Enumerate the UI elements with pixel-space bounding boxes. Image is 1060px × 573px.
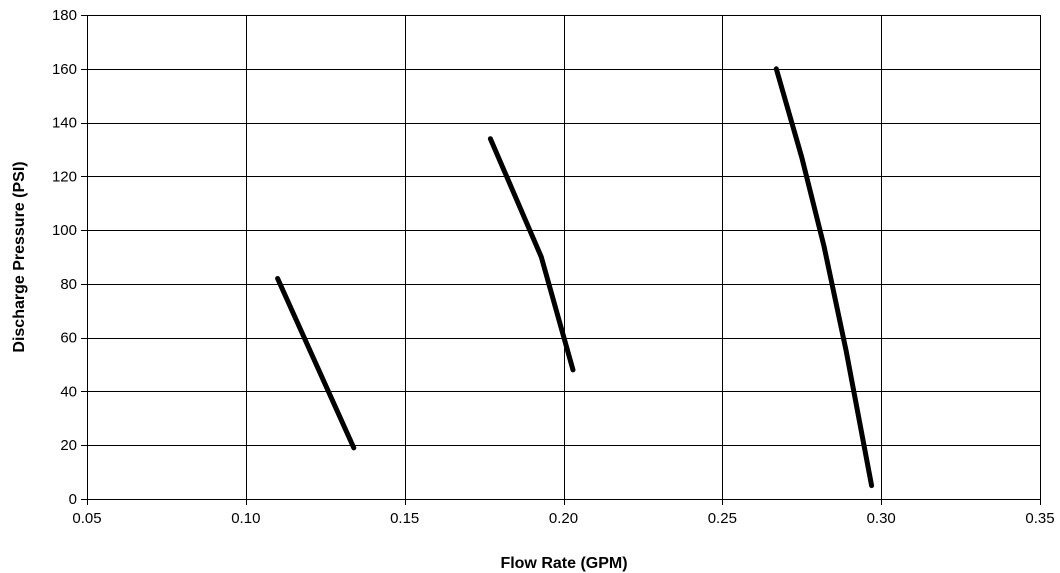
- y-tick-label: 160: [52, 61, 77, 78]
- x-tick-label: 0.10: [231, 510, 260, 527]
- x-tick-label: 0.05: [72, 510, 101, 527]
- x-tick-label: 0.20: [549, 510, 578, 527]
- x-axis-title: Flow Rate (GPM): [500, 555, 627, 572]
- y-tick-label: 0: [69, 491, 77, 508]
- axis-layer: [81, 15, 1041, 505]
- series-line-2: [487, 136, 576, 373]
- series-layer: [275, 66, 875, 489]
- label-layer: 0.05 0.10 0.15 0.20 0.25 0.30 0.35 0 20 40 60 80 100…: [52, 7, 1055, 527]
- y-axis-title: Discharge Pressure (PSI): [11, 161, 28, 352]
- y-tick-label: 140: [52, 115, 77, 132]
- y-tick-label: 80: [60, 276, 77, 293]
- grid-layer: [87, 15, 1041, 499]
- y-tick-label: 180: [52, 7, 77, 24]
- x-tick-label: 0.15: [390, 510, 419, 527]
- x-tick-label: 0.30: [867, 510, 896, 527]
- y-tick-label: 40: [60, 383, 77, 400]
- series-line-3: [773, 66, 875, 489]
- y-tick-label: 100: [52, 222, 77, 239]
- x-tick-label: 0.25: [708, 510, 737, 527]
- y-tick-label: 60: [60, 330, 77, 347]
- y-tick-label: 120: [52, 168, 77, 185]
- x-tick-label: 0.35: [1025, 510, 1054, 527]
- series-line-1: [275, 276, 357, 451]
- y-tick-label: 20: [60, 437, 77, 454]
